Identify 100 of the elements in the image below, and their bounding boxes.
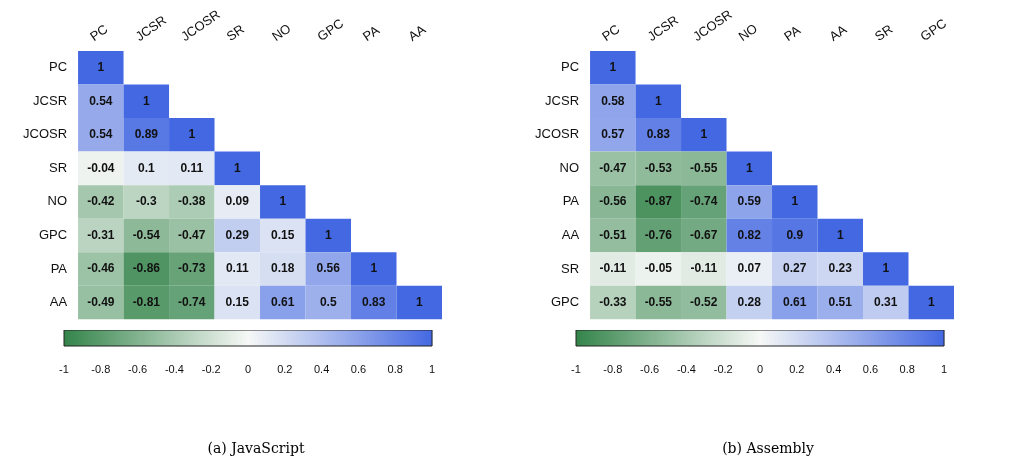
data-label: -0.33 xyxy=(599,294,627,309)
data-label: -0.76 xyxy=(644,227,673,242)
data-label: 0.51 xyxy=(828,294,853,309)
data-label: -0.38 xyxy=(178,194,206,209)
data-label: -0.56 xyxy=(599,194,627,209)
x-tick-label: AA xyxy=(405,21,429,45)
text: (b) Assembly xyxy=(721,440,815,456)
data-label: 0.61 xyxy=(783,294,807,309)
color-bar-label: 0.8 xyxy=(387,363,403,376)
color-bar-label: 1 xyxy=(428,363,436,376)
x-tick-label: SR xyxy=(871,21,896,45)
y-tick-label: NO xyxy=(559,159,580,175)
data-label: 0.82 xyxy=(737,227,762,242)
data-label: -0.31 xyxy=(87,227,115,242)
data-label: -0.46 xyxy=(87,261,115,276)
data-label: 0.83 xyxy=(362,294,386,309)
text: (a) JavaScript xyxy=(206,440,306,456)
color-bar-label: 0.2 xyxy=(277,363,293,376)
data-label: 1 xyxy=(836,227,844,242)
color-bar-label: -0.8 xyxy=(91,363,111,376)
data-label: 0.28 xyxy=(737,294,762,309)
x-tick-label: PC xyxy=(87,21,111,45)
data-label: 0.11 xyxy=(225,261,249,276)
data-label: -0.81 xyxy=(132,294,161,309)
data-label: 1 xyxy=(882,261,890,276)
x-tick-label: PA xyxy=(359,22,383,45)
y-tick-label: SR xyxy=(561,260,580,276)
y-tick-label: JCOSR xyxy=(535,126,580,142)
data-label: -0.87 xyxy=(644,194,673,209)
data-label: 0.11 xyxy=(180,160,204,175)
color-bar-label: 0.6 xyxy=(350,363,367,376)
gradient-scale: -1 -0.8 -0.6 -0.4 -0.2 0 0.2 0.4 0.6 0.8 1 xyxy=(0,330,512,380)
y-tick-label: PA xyxy=(562,193,580,209)
data-label: 1 xyxy=(188,127,196,142)
y-tick-label: SR xyxy=(49,159,68,175)
data-label: 0.9 xyxy=(786,227,804,242)
data-label: 0.58 xyxy=(601,93,625,108)
x-tick-label: AA xyxy=(826,21,850,45)
color-bar-label: -0.8 xyxy=(603,363,623,376)
data-label: -0.74 xyxy=(178,294,206,309)
y-tick-label: GPC xyxy=(550,294,580,310)
data-label: 1 xyxy=(927,294,935,309)
data-label: 1 xyxy=(654,93,662,108)
data-label: -0.54 xyxy=(132,227,161,242)
y-tick-label: AA xyxy=(49,294,68,310)
y-tick-label: JCSR xyxy=(545,92,580,108)
x-tick-label: NO xyxy=(269,20,294,45)
x-tick-label: PA xyxy=(781,22,804,45)
color-bar-label: 0.4 xyxy=(313,363,330,376)
y-tick-label: PC xyxy=(561,59,580,75)
data-label: 0.23 xyxy=(828,261,853,276)
data-label: -0.3 xyxy=(135,194,157,209)
data-label: 0.15 xyxy=(225,294,250,309)
data-label: -0.52 xyxy=(690,294,718,309)
color-bar-label: 0 xyxy=(756,363,764,376)
data-label: -0.47 xyxy=(178,227,206,242)
gradient-scale: -1 -0.8 -0.6 -0.4 -0.2 0 0.2 0.4 0.6 0.8 1 xyxy=(512,330,1024,380)
data-label: 0.31 xyxy=(874,294,898,309)
color-bar-label: 1 xyxy=(940,363,948,376)
y-tick-label: NO xyxy=(47,193,68,209)
data-label: 0.15 xyxy=(271,227,295,242)
data-label: 1 xyxy=(142,93,150,108)
x-tick-label: GPC xyxy=(314,15,347,45)
data-label: -0.67 xyxy=(690,227,718,242)
data-label: -0.53 xyxy=(644,160,673,175)
data-label: 1 xyxy=(279,194,287,209)
color-bar-label: 0.6 xyxy=(862,363,879,376)
data-label: 0.5 xyxy=(319,294,337,309)
color-bar-label: 0 xyxy=(244,363,252,376)
data-label: 1 xyxy=(370,261,378,276)
data-label: -0.11 xyxy=(599,261,627,276)
data-label: 1 xyxy=(745,160,753,175)
data-label: 1 xyxy=(324,227,332,242)
data-label: 0.56 xyxy=(316,261,341,276)
data-label: -0.51 xyxy=(599,227,627,242)
data-label: -0.49 xyxy=(87,294,115,309)
color-bar-label: -0.4 xyxy=(676,363,696,376)
color-bar-label: 0.8 xyxy=(899,363,915,376)
data-label: 0.83 xyxy=(646,127,671,142)
data-label: 0.09 xyxy=(225,194,250,209)
data-label: 0.61 xyxy=(271,294,295,309)
color-bar-label: -0.4 xyxy=(164,363,184,376)
data-label: 0.07 xyxy=(737,261,762,276)
data-label: 1 xyxy=(233,160,241,175)
data-label: 1 xyxy=(609,60,617,75)
color-bar-label: 0.4 xyxy=(825,363,842,376)
x-tick-label: NO xyxy=(735,20,761,45)
data-label: 0.57 xyxy=(601,127,625,142)
color-bar-label: -1 xyxy=(59,363,69,376)
data-label: -0.73 xyxy=(178,261,206,276)
color-bar-label: -0.2 xyxy=(713,363,733,376)
data-label: -0.05 xyxy=(644,261,673,276)
data-label: -0.47 xyxy=(599,160,627,175)
data-label: -0.42 xyxy=(87,194,115,209)
data-label: 0.59 xyxy=(737,194,762,209)
y-tick-label: AA xyxy=(561,226,580,242)
data-label: 1 xyxy=(700,127,708,142)
data-label: -0.55 xyxy=(644,294,673,309)
y-tick-label: JCOSR xyxy=(23,126,68,142)
data-label: 0.54 xyxy=(89,127,113,142)
